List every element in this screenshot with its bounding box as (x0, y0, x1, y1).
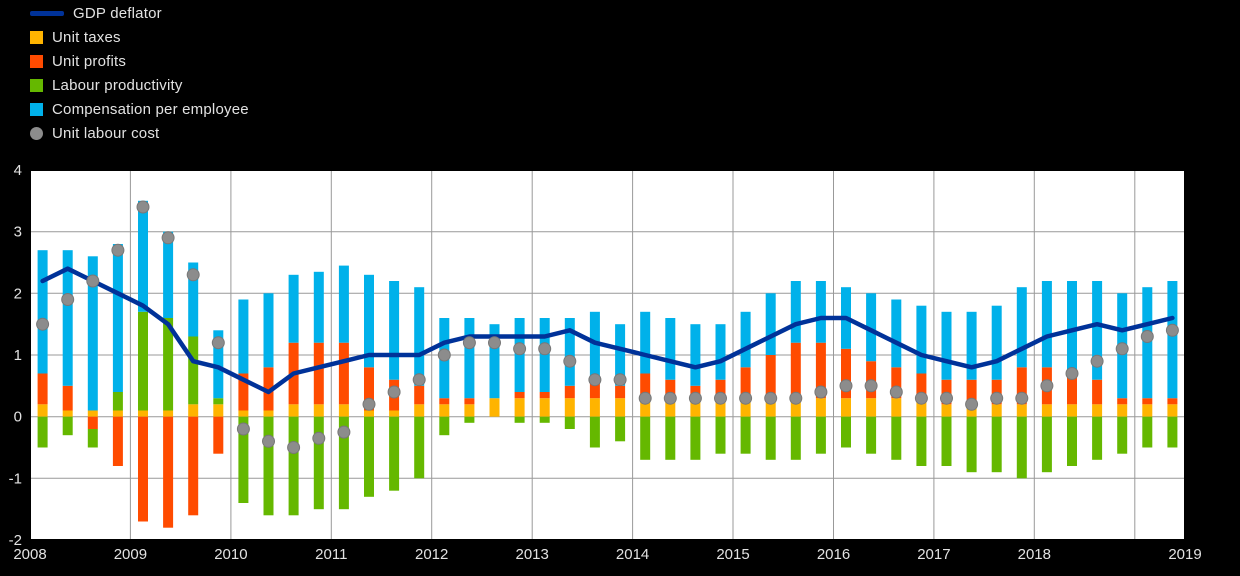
svg-text:2013: 2013 (516, 546, 549, 563)
svg-text:4: 4 (14, 162, 22, 179)
svg-text:1: 1 (14, 347, 22, 364)
legend-item-labour-productivity: Labour productivity (30, 75, 249, 96)
svg-text:3: 3 (14, 224, 22, 241)
svg-text:2017: 2017 (917, 546, 950, 563)
chart-legend: GDP deflator Unit taxes Unit profits Labour… (30, 3, 249, 144)
legend-item-unit-labour-cost: Unit labour cost (30, 123, 249, 144)
y-axis-labels: -2 -1 0 1 2 3 4 (9, 162, 22, 549)
legend-item-compensation-per-employee: Compensation per employee (30, 99, 249, 120)
svg-text:-2: -2 (9, 532, 22, 549)
legend-label: Unit taxes (52, 29, 121, 46)
svg-text:2011: 2011 (315, 546, 347, 563)
legend-label: GDP deflator (73, 5, 162, 22)
svg-text:2015: 2015 (716, 546, 749, 563)
legend-label: Unit labour cost (52, 125, 160, 142)
x-axis-labels: 2008 2009 2010 2011 2012 2013 2014 2015 2016 2017… (13, 546, 1201, 563)
svg-text:2: 2 (14, 285, 22, 302)
legend-label: Compensation per employee (52, 101, 249, 118)
svg-text:2010: 2010 (214, 546, 247, 563)
legend-swatch-line-icon (30, 11, 64, 16)
svg-text:2016: 2016 (817, 546, 850, 563)
legend-item-unit-taxes: Unit taxes (30, 27, 249, 48)
legend-item-gdp-deflator: GDP deflator (30, 3, 249, 24)
legend-label: Labour productivity (52, 77, 183, 94)
legend-label: Unit profits (52, 53, 127, 70)
svg-text:0: 0 (14, 409, 22, 426)
svg-text:-1: -1 (9, 470, 22, 487)
legend-swatch-box-icon (30, 79, 43, 92)
legend-swatch-box-icon (30, 31, 43, 44)
svg-text:2009: 2009 (114, 546, 147, 563)
plot-border (29, 169, 1186, 541)
legend-swatch-box-icon (30, 103, 43, 116)
svg-text:2012: 2012 (415, 546, 448, 563)
legend-swatch-box-icon (30, 55, 43, 68)
svg-text:2008: 2008 (13, 546, 46, 563)
legend-item-unit-profits: Unit profits (30, 51, 249, 72)
gdp-deflator-line (40, 266, 1175, 395)
legend-swatch-dot-icon (30, 127, 43, 140)
ulc-dots (36, 200, 1179, 454)
svg-text:2018: 2018 (1018, 546, 1051, 563)
svg-text:2019: 2019 (1168, 546, 1201, 563)
svg-text:2014: 2014 (616, 546, 649, 563)
